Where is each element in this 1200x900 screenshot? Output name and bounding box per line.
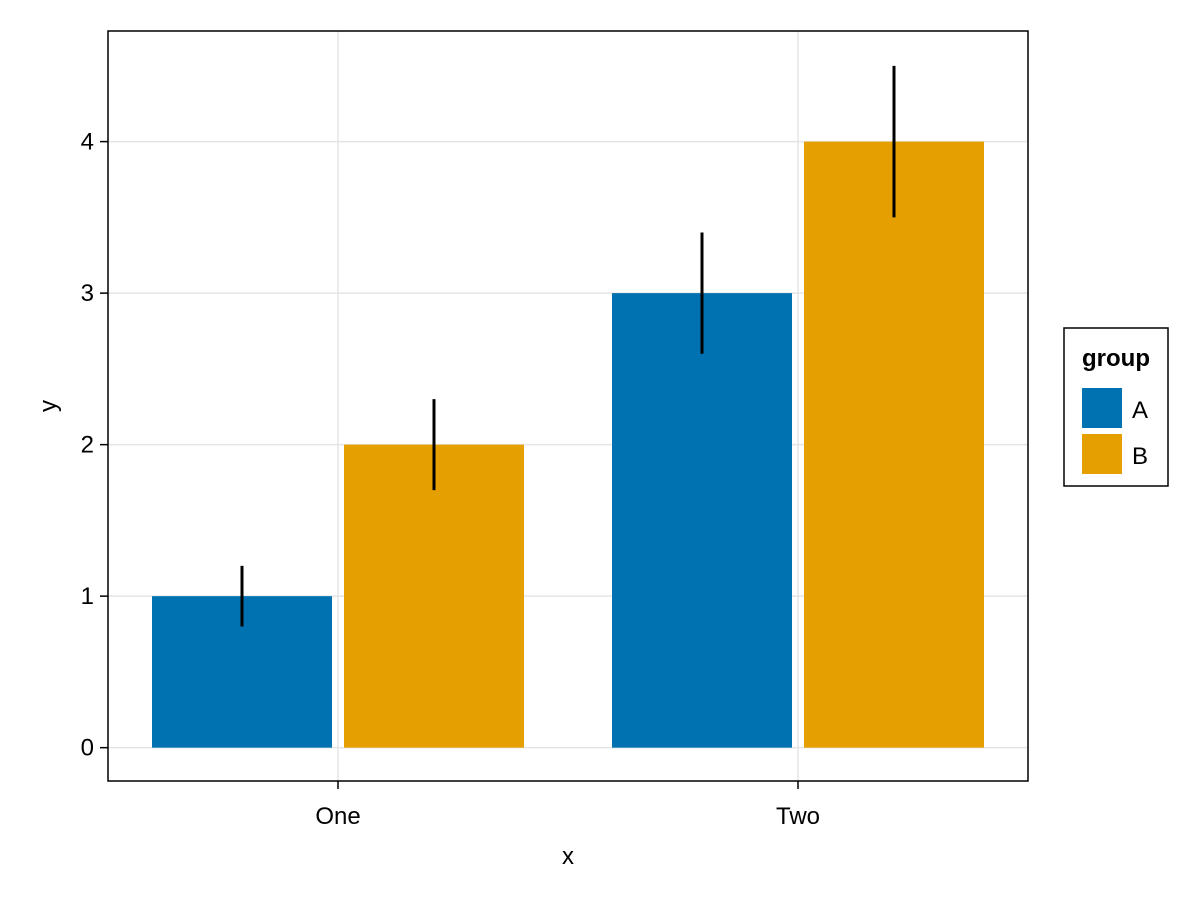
legend: group AB	[1063, 327, 1169, 487]
y-tick-label: 2	[81, 432, 94, 459]
legend-title: group	[1082, 345, 1150, 372]
legend-label-a: A	[1132, 397, 1148, 424]
bar-b-two	[804, 141, 984, 748]
y-tick-label: 1	[81, 583, 94, 610]
legend-label-b: B	[1132, 443, 1148, 470]
x-axis-label: x	[562, 843, 574, 870]
legend-swatch-a	[1082, 388, 1122, 428]
y-tick-label: 3	[81, 280, 94, 307]
bar-b-one	[344, 444, 524, 748]
x-tick-label: One	[315, 803, 360, 830]
y-axis-label: y	[35, 400, 62, 412]
error-bars	[240, 65, 896, 627]
bars	[152, 141, 984, 748]
y-tick-label: 0	[81, 735, 94, 762]
plot-frame	[107, 30, 1029, 782]
legend-swatch-b	[1082, 434, 1122, 474]
x-tick-label: Two	[776, 803, 820, 830]
y-axis: 0 1 2 3 4	[81, 129, 108, 762]
x-axis: One Two	[315, 781, 820, 830]
y-tick-label: 4	[81, 129, 94, 156]
bar-a-two	[612, 293, 792, 748]
